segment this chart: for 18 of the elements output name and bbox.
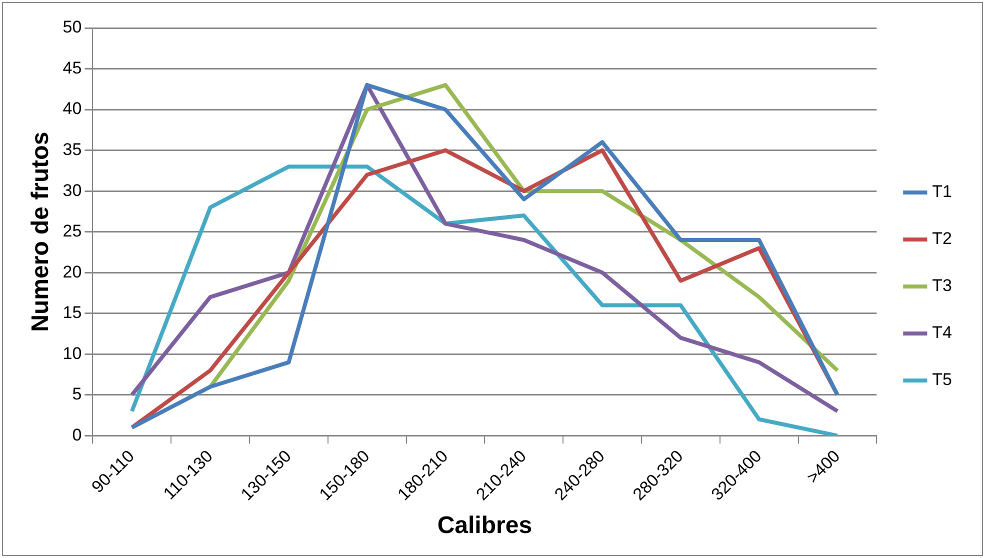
y-tick-label: 35: [62, 140, 82, 159]
y-tick-label: 30: [62, 180, 82, 200]
y-tick-label: 40: [62, 99, 82, 118]
y-axis-title: Numero de frutos: [27, 132, 54, 332]
x-axis-title: Calibres: [437, 512, 532, 540]
legend-label: T2: [932, 229, 952, 248]
y-tick-label: 15: [62, 303, 82, 322]
y-tick-label: 50: [62, 18, 82, 37]
y-tick-label: 10: [62, 344, 82, 363]
legend-label: T5: [932, 370, 952, 390]
legend-label: T4: [932, 323, 952, 342]
legend-label: T3: [932, 276, 952, 296]
legend-label: T1: [932, 182, 952, 202]
y-tick-label: 20: [62, 262, 82, 282]
y-tick-label: 25: [62, 222, 82, 241]
y-tick-label: 45: [62, 58, 82, 78]
y-tick-label: 0: [72, 425, 82, 444]
y-tick-label: 5: [72, 384, 82, 404]
